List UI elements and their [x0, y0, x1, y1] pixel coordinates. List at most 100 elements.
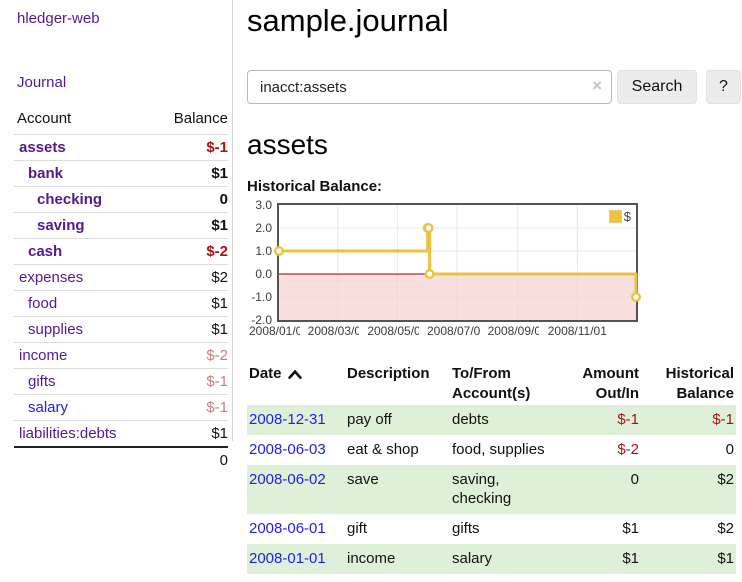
account-balance: 0: [154, 186, 228, 213]
account-balance: $1: [154, 290, 228, 317]
clear-search-icon[interactable]: ×: [592, 76, 602, 95]
transaction-accounts: debts: [450, 405, 561, 435]
account-balance: $-1: [154, 368, 228, 395]
y-tick-label: 3.0: [255, 198, 272, 212]
transaction-amount: $1: [561, 544, 641, 574]
register-column-header[interactable]: Date: [247, 363, 345, 405]
transaction-date-link[interactable]: 2008-06-01: [249, 520, 326, 537]
transaction-amount: 0: [561, 465, 641, 514]
accounts-header-row: Account Balance: [14, 110, 228, 135]
account-row: supplies $1: [14, 316, 228, 343]
x-tick-label: 2008/07/01: [419, 324, 495, 338]
chart-plot-area[interactable]: $: [274, 203, 642, 322]
register-row: 2008-01-01 income salary $1 $1: [247, 544, 736, 574]
transaction-balance: $2: [641, 465, 736, 514]
register-header-row: Date Description To/From Account(s) Amount Ou…: [247, 363, 736, 405]
search-button[interactable]: Search: [617, 70, 697, 104]
account-balance: $1: [154, 212, 228, 239]
account-link[interactable]: bank: [28, 165, 64, 182]
accounts-header-balance: Balance: [173, 110, 228, 127]
x-tick-label: 2008/01/01: [241, 324, 317, 338]
account-link[interactable]: expenses: [19, 269, 84, 286]
y-tick-label: 0.0: [255, 267, 272, 281]
account-balance: $1: [154, 420, 228, 447]
account-balance: $-1: [154, 394, 228, 421]
register-column-header[interactable]: Amount Out/In: [582, 365, 639, 402]
x-tick-label: 2008/09/01: [479, 324, 556, 338]
chart-x-axis-labels: 2008/01/01 2008/03/01 2008/05/01 2008/07/01…: [241, 324, 638, 340]
accounts-total-spacer: [14, 446, 154, 472]
transaction-balance: $1: [641, 544, 736, 574]
y-tick-label: -2.0: [251, 313, 272, 327]
register-row: 2008-06-03 eat & shop food, supplies $-2 0: [247, 435, 736, 465]
accounts-table: Account Balance assets $-1 bank $1 checking 0…: [14, 110, 228, 472]
account-row: food $1: [14, 290, 228, 317]
transaction-accounts: food, supplies: [452, 441, 545, 458]
transaction-description: save: [345, 465, 450, 514]
register-table: Date Description To/From Account(s) Amount Ou…: [247, 363, 736, 574]
legend-series-swatch: [608, 210, 622, 223]
transaction-description: income: [345, 544, 450, 574]
transaction-balance: $2: [717, 520, 734, 537]
account-balance: $-2: [154, 238, 228, 265]
page-title: sample.journal: [247, 3, 449, 38]
account-row: cash $-2: [14, 238, 228, 265]
account-link[interactable]: assets: [19, 139, 66, 156]
register-row: 2008-06-02 save saving, checking 0 $2: [247, 465, 736, 514]
y-tick-label: -1.0: [251, 290, 272, 304]
account-link[interactable]: saving: [37, 217, 85, 234]
register-column-header[interactable]: Description: [347, 365, 430, 382]
account-link[interactable]: cash: [28, 243, 63, 260]
legend-series-label: $: [623, 209, 631, 224]
accounts-header-account: Account: [17, 110, 72, 127]
register-column-header[interactable]: Historical Balance: [665, 365, 734, 402]
x-tick-label: 2008/11/01: [539, 324, 616, 338]
historical-balance-chart: 3.0 2.0 1.0 0.0 -1.0 -2.0 $ 2008/01/01 2008/03…: [241, 199, 742, 340]
account-link[interactable]: liabilities:debts: [19, 425, 117, 442]
transaction-date-link[interactable]: 2008-06-02: [249, 471, 326, 488]
account-row: checking 0: [14, 186, 228, 213]
accounts-total-row: 0: [14, 446, 228, 472]
transaction-date-link[interactable]: 2008-12-31: [249, 411, 326, 428]
transaction-description: pay off: [345, 405, 450, 435]
transaction-accounts: gifts: [452, 520, 480, 537]
transaction-balance: 0: [725, 441, 734, 458]
account-balance: $2: [154, 264, 228, 291]
transaction-date-link[interactable]: 2008-01-01: [249, 550, 326, 567]
main-content: sample.journal × Search ? assets Histori…: [241, 0, 742, 574]
search-help-button[interactable]: ?: [706, 70, 741, 104]
search-bar: × Search ?: [247, 70, 742, 104]
journal-link[interactable]: Journal: [17, 74, 67, 91]
account-link[interactable]: food: [28, 295, 58, 312]
x-tick-label: 2008/05/01: [359, 324, 436, 338]
account-row: saving $1: [14, 212, 228, 239]
chart-y-axis-labels: 3.0 2.0 1.0 0.0 -1.0 -2.0: [247, 199, 277, 327]
account-link[interactable]: checking: [37, 191, 103, 208]
account-balance: $1: [154, 316, 228, 343]
register-column-header[interactable]: To/From Account(s): [452, 365, 531, 402]
app-title-link[interactable]: hledger-web: [17, 10, 100, 27]
accounts-total-value: 0: [154, 446, 228, 472]
account-link[interactable]: gifts: [28, 373, 56, 390]
account-row: gifts $-1: [14, 368, 228, 395]
transaction-date-link[interactable]: 2008-06-03: [249, 441, 326, 458]
account-row: expenses $2: [14, 264, 228, 291]
account-link[interactable]: supplies: [28, 321, 84, 338]
x-tick-label: 2008/03/01: [299, 324, 376, 338]
sidebar: hledger-web Journal Account Balance asse…: [0, 0, 233, 472]
search-field-wrap: ×: [247, 70, 612, 104]
sort-ascending-icon[interactable]: [287, 369, 302, 379]
transaction-description: eat & shop: [347, 441, 419, 458]
transaction-accounts: saving, checking: [450, 465, 561, 514]
y-tick-label: 1.0: [255, 244, 272, 258]
account-link[interactable]: income: [19, 347, 68, 364]
account-row: salary $-1: [14, 394, 228, 421]
search-input[interactable]: [247, 70, 612, 104]
transaction-balance: $-1: [641, 405, 736, 435]
account-row: income $-2: [14, 342, 228, 369]
chart-canvas: [274, 205, 642, 320]
y-tick-label: 2.0: [255, 221, 272, 235]
account-balance: $-2: [154, 342, 228, 369]
register-row: 2008-12-31 pay off debts $-1 $-1: [247, 405, 736, 435]
account-link[interactable]: salary: [28, 399, 69, 416]
